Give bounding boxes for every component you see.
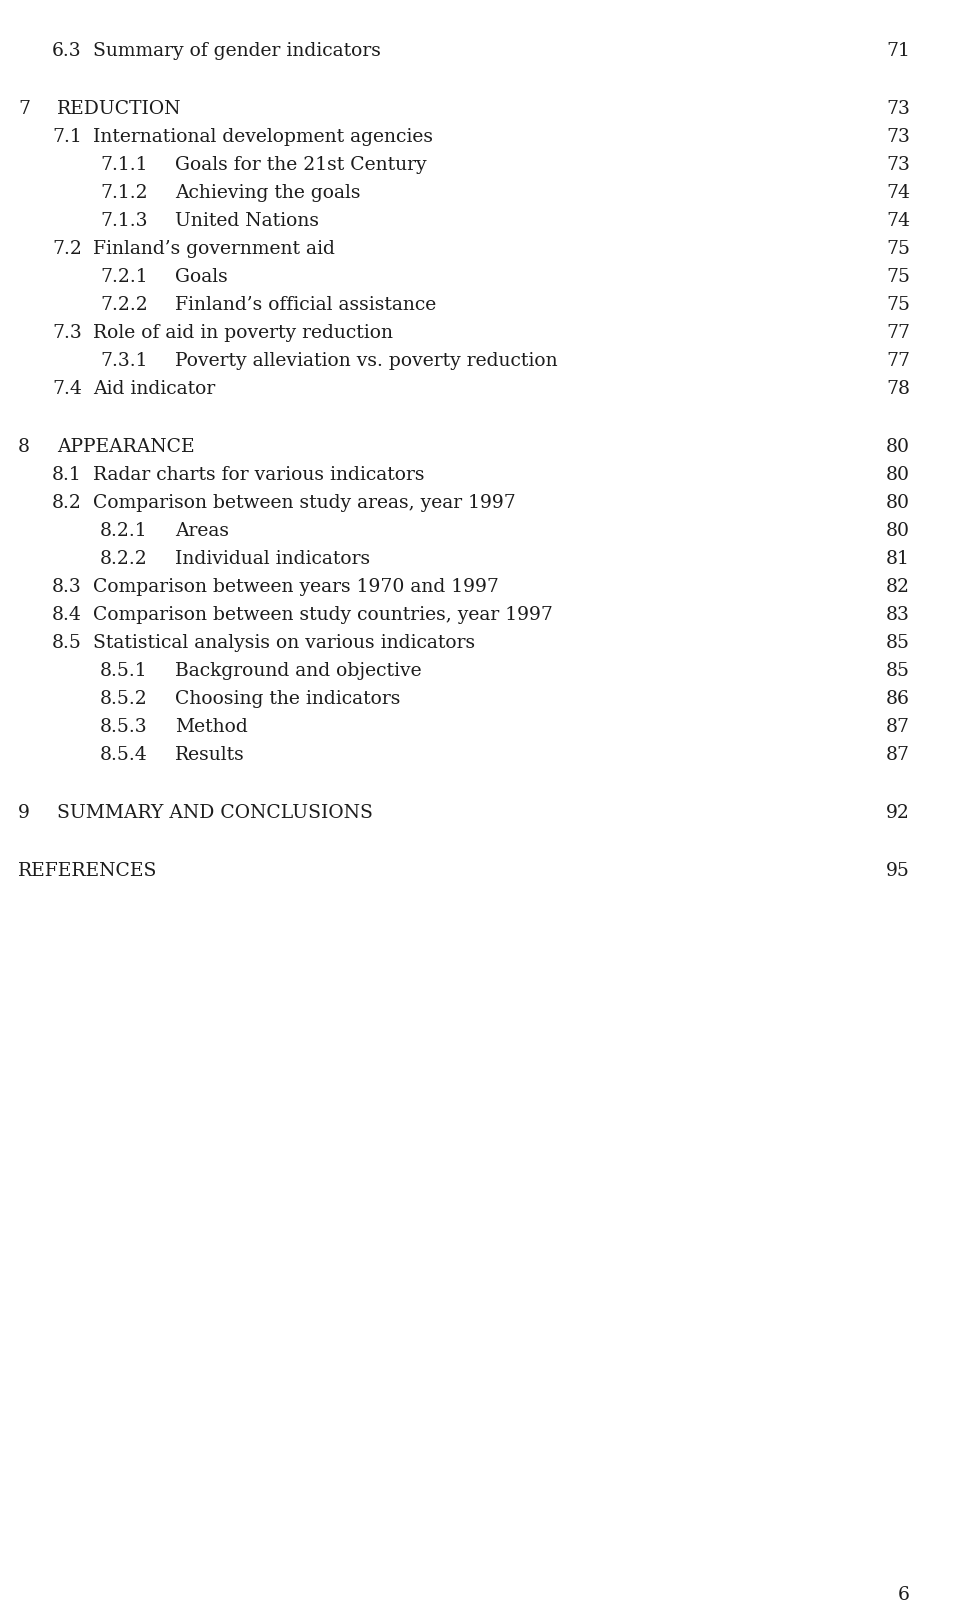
Text: 8.5.2: 8.5.2 [100, 689, 148, 707]
Text: 8.2.2: 8.2.2 [100, 550, 148, 568]
Text: 87: 87 [886, 719, 910, 736]
Text: Individual indicators: Individual indicators [175, 550, 371, 568]
Text: 75: 75 [886, 268, 910, 285]
Text: SUMMARY AND CONCLUSIONS: SUMMARY AND CONCLUSIONS [57, 805, 372, 822]
Text: 78: 78 [886, 380, 910, 397]
Text: Statistical analysis on various indicators: Statistical analysis on various indicato… [93, 634, 475, 652]
Text: 8.1: 8.1 [52, 466, 82, 483]
Text: Finland’s official assistance: Finland’s official assistance [175, 295, 436, 315]
Text: 8.5.3: 8.5.3 [100, 719, 148, 736]
Text: 71: 71 [886, 42, 910, 60]
Text: Radar charts for various indicators: Radar charts for various indicators [93, 466, 424, 483]
Text: 73: 73 [886, 101, 910, 118]
Text: 75: 75 [886, 295, 910, 315]
Text: 7.2: 7.2 [52, 240, 82, 258]
Text: Summary of gender indicators: Summary of gender indicators [93, 42, 381, 60]
Text: Finland’s government aid: Finland’s government aid [93, 240, 335, 258]
Text: 8.5: 8.5 [52, 634, 82, 652]
Text: 8.5.1: 8.5.1 [100, 662, 148, 680]
Text: Comparison between study countries, year 1997: Comparison between study countries, year… [93, 607, 553, 624]
Text: International development agencies: International development agencies [93, 128, 433, 146]
Text: REDUCTION: REDUCTION [57, 101, 181, 118]
Text: 85: 85 [886, 662, 910, 680]
Text: Achieving the goals: Achieving the goals [175, 183, 361, 203]
Text: 74: 74 [886, 183, 910, 203]
Text: 8.4: 8.4 [52, 607, 82, 624]
Text: 7.1: 7.1 [52, 128, 82, 146]
Text: Goals for the 21st Century: Goals for the 21st Century [175, 156, 426, 174]
Text: United Nations: United Nations [175, 212, 319, 230]
Text: 73: 73 [886, 156, 910, 174]
Text: Poverty alleviation vs. poverty reduction: Poverty alleviation vs. poverty reductio… [175, 352, 558, 370]
Text: 77: 77 [886, 324, 910, 342]
Text: 7.1.2: 7.1.2 [100, 183, 148, 203]
Text: Goals: Goals [175, 268, 228, 285]
Text: 7: 7 [18, 101, 30, 118]
Text: 87: 87 [886, 746, 910, 764]
Text: 7.1.1: 7.1.1 [100, 156, 148, 174]
Text: APPEARANCE: APPEARANCE [57, 438, 195, 456]
Text: Comparison between study areas, year 1997: Comparison between study areas, year 199… [93, 495, 516, 513]
Text: 80: 80 [886, 466, 910, 483]
Text: REFERENCES: REFERENCES [18, 861, 157, 881]
Text: 80: 80 [886, 495, 910, 513]
Text: 95: 95 [886, 861, 910, 881]
Text: 7.3: 7.3 [52, 324, 82, 342]
Text: 77: 77 [886, 352, 910, 370]
Text: 8.2.1: 8.2.1 [100, 522, 148, 540]
Text: 74: 74 [886, 212, 910, 230]
Text: 73: 73 [886, 128, 910, 146]
Text: Comparison between years 1970 and 1997: Comparison between years 1970 and 1997 [93, 577, 499, 595]
Text: Method: Method [175, 719, 248, 736]
Text: Background and objective: Background and objective [175, 662, 421, 680]
Text: 8.5.4: 8.5.4 [100, 746, 148, 764]
Text: 6: 6 [899, 1586, 910, 1604]
Text: 7.1.3: 7.1.3 [100, 212, 148, 230]
Text: 85: 85 [886, 634, 910, 652]
Text: 9: 9 [18, 805, 30, 822]
Text: Results: Results [175, 746, 245, 764]
Text: 83: 83 [886, 607, 910, 624]
Text: 8: 8 [18, 438, 30, 456]
Text: Aid indicator: Aid indicator [93, 380, 215, 397]
Text: 8.2: 8.2 [52, 495, 82, 513]
Text: 6.3: 6.3 [52, 42, 82, 60]
Text: 81: 81 [886, 550, 910, 568]
Text: 7.2.1: 7.2.1 [100, 268, 148, 285]
Text: 75: 75 [886, 240, 910, 258]
Text: Choosing the indicators: Choosing the indicators [175, 689, 400, 707]
Text: 80: 80 [886, 522, 910, 540]
Text: 7.3.1: 7.3.1 [100, 352, 148, 370]
Text: Role of aid in poverty reduction: Role of aid in poverty reduction [93, 324, 393, 342]
Text: 86: 86 [886, 689, 910, 707]
Text: 80: 80 [886, 438, 910, 456]
Text: Areas: Areas [175, 522, 229, 540]
Text: 7.4: 7.4 [52, 380, 82, 397]
Text: 92: 92 [886, 805, 910, 822]
Text: 8.3: 8.3 [52, 577, 82, 595]
Text: 82: 82 [886, 577, 910, 595]
Text: 7.2.2: 7.2.2 [100, 295, 148, 315]
